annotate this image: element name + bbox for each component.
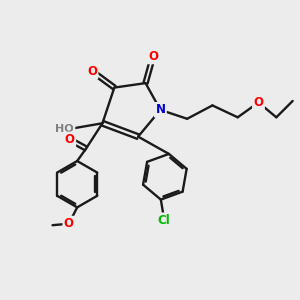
Text: O: O [148,50,158,63]
Text: O: O [254,96,263,109]
Text: O: O [87,65,97,78]
Text: Cl: Cl [158,214,170,227]
Text: O: O [65,133,75,146]
Text: HO: HO [56,124,74,134]
Text: O: O [64,217,74,230]
Text: N: N [155,103,165,116]
